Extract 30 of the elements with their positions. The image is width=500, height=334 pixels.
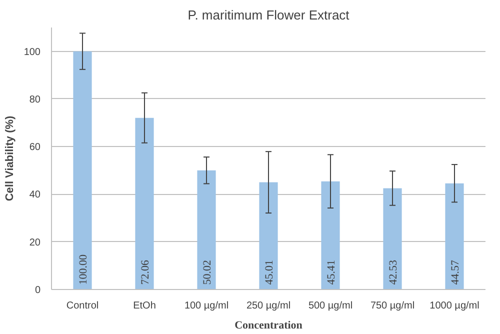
bar	[445, 183, 464, 290]
y-axis-title: Cell Viability (%)	[4, 115, 16, 202]
y-tick-label: 40	[29, 190, 41, 201]
x-axis-title: Concentration	[234, 320, 302, 332]
bar	[135, 118, 154, 290]
bar	[383, 188, 402, 290]
chart-title: P. maritimum Flower Extract	[188, 8, 350, 22]
data-label: 100.00	[78, 254, 90, 285]
y-tick-label: 60	[29, 142, 41, 154]
y-tick-label: 100	[24, 46, 41, 58]
x-tick-label: 500 µg/ml	[308, 300, 353, 312]
x-tick-label: 250 µg/ml	[246, 300, 291, 312]
bar	[73, 51, 92, 290]
x-tick-label: 1000 µg/ml	[430, 300, 480, 312]
data-label: 45.41	[326, 260, 338, 285]
bar	[259, 182, 278, 290]
x-tick-label: 750 µg/ml	[370, 300, 415, 312]
y-tick-label: 0	[34, 285, 41, 296]
data-label: 42.53	[388, 259, 400, 285]
bar	[321, 181, 340, 290]
data-label: 50.02	[202, 260, 214, 285]
y-tick-label: 20	[29, 237, 41, 248]
data-label: 72.06	[140, 259, 152, 285]
x-tick-label: 100 µg/ml	[184, 300, 229, 312]
data-label: 45.01	[264, 260, 276, 285]
x-tick-label: Control	[66, 300, 99, 312]
x-tick-label: EtOh	[133, 300, 156, 312]
data-label: 44.57	[450, 259, 462, 285]
bar	[197, 170, 216, 290]
y-tick-label: 80	[29, 94, 41, 106]
